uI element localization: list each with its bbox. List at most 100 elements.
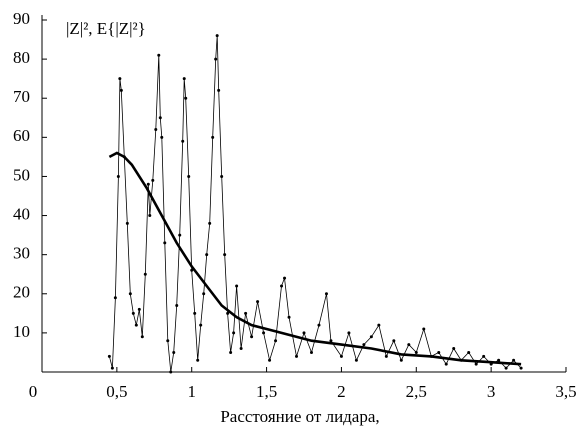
data-point (140, 335, 144, 339)
data-point (474, 362, 478, 366)
data-point (107, 354, 111, 358)
data-point (262, 331, 266, 335)
data-point (392, 339, 396, 343)
y-tick-label: 30 (13, 244, 30, 263)
data-point (452, 347, 456, 351)
x-tick-label: 2,5 (406, 382, 427, 401)
data-point (184, 96, 188, 100)
data-point (199, 323, 203, 327)
data-point (295, 354, 299, 358)
data-point (202, 292, 206, 296)
data-point (220, 174, 224, 178)
data-point (239, 347, 243, 351)
data-point (163, 241, 167, 245)
data-point (214, 57, 218, 61)
data-point (119, 88, 123, 92)
data-point (217, 88, 221, 92)
data-point (215, 34, 219, 38)
x-tick-label: 0 (29, 382, 38, 401)
data-point (467, 350, 471, 354)
data-point (169, 370, 173, 374)
data-point (268, 358, 272, 362)
data-point (226, 311, 230, 315)
data-point (444, 362, 448, 366)
data-point (134, 323, 138, 327)
data-point (232, 331, 236, 335)
data-point (235, 284, 239, 288)
data-point (143, 272, 147, 276)
y-tick-label: 40 (13, 204, 30, 223)
data-point (172, 350, 176, 354)
data-point (339, 354, 343, 358)
data-point (175, 304, 179, 308)
data-point (362, 343, 366, 347)
data-point (113, 296, 117, 300)
data-point (211, 135, 215, 139)
data-point (148, 214, 152, 218)
data-point (250, 335, 254, 339)
data-point (182, 77, 186, 81)
data-point (166, 339, 170, 343)
data-point (309, 350, 313, 354)
data-point (329, 339, 333, 343)
data-point (399, 358, 403, 362)
data-point (283, 276, 287, 280)
y-tick-label: 10 (13, 322, 30, 341)
data-point (229, 350, 233, 354)
data-point (190, 268, 194, 272)
data-point (131, 311, 135, 315)
data-point (146, 182, 150, 186)
data-point (128, 292, 132, 296)
y-tick-label: 50 (13, 165, 30, 184)
x-tick-label: 2 (337, 382, 346, 401)
data-point (244, 311, 248, 315)
y-tick-label: 90 (13, 9, 30, 28)
data-point (187, 174, 191, 178)
data-point (181, 139, 185, 143)
annotation: |Z|², E{|Z|²} (66, 19, 146, 38)
y-tick-label: 20 (13, 283, 30, 302)
mean-curve (108, 151, 522, 366)
data-point (154, 128, 158, 132)
x-tick-label: 3 (487, 382, 496, 401)
data-point (287, 315, 291, 319)
data-point (519, 366, 523, 370)
data-point (137, 307, 141, 311)
data-point (116, 174, 120, 178)
data-point (118, 77, 122, 81)
y-tick-label: 60 (13, 126, 30, 145)
data-point (205, 253, 209, 257)
data-point (110, 366, 114, 370)
data-point (280, 284, 284, 288)
data-point (384, 354, 388, 358)
data-point (512, 358, 516, 362)
data-point (256, 300, 260, 304)
data-point (193, 311, 197, 315)
data-point (369, 335, 373, 339)
data-point (324, 292, 328, 296)
data-point (160, 135, 164, 139)
x-axis-label: Расстояние от лидара, (220, 407, 379, 426)
data-point (151, 178, 155, 182)
data-point (347, 331, 351, 335)
data-point (274, 339, 278, 343)
data-point (504, 366, 508, 370)
data-point (158, 116, 162, 120)
data-point (196, 358, 200, 362)
x-tick-label: 1,5 (256, 382, 277, 401)
x-tick-label: 1 (187, 382, 196, 401)
data-point (157, 53, 161, 57)
data-point (125, 221, 129, 225)
x-tick-label: 0,5 (106, 382, 127, 401)
signal-line (109, 35, 522, 373)
x-tick-label: 3,5 (555, 382, 576, 401)
data-point (208, 221, 212, 225)
data-point (414, 350, 418, 354)
data-point (422, 327, 426, 331)
data-point (497, 358, 501, 362)
data-point (317, 323, 321, 327)
data-point (302, 331, 306, 335)
data-point (223, 253, 227, 257)
data-point (377, 323, 381, 327)
